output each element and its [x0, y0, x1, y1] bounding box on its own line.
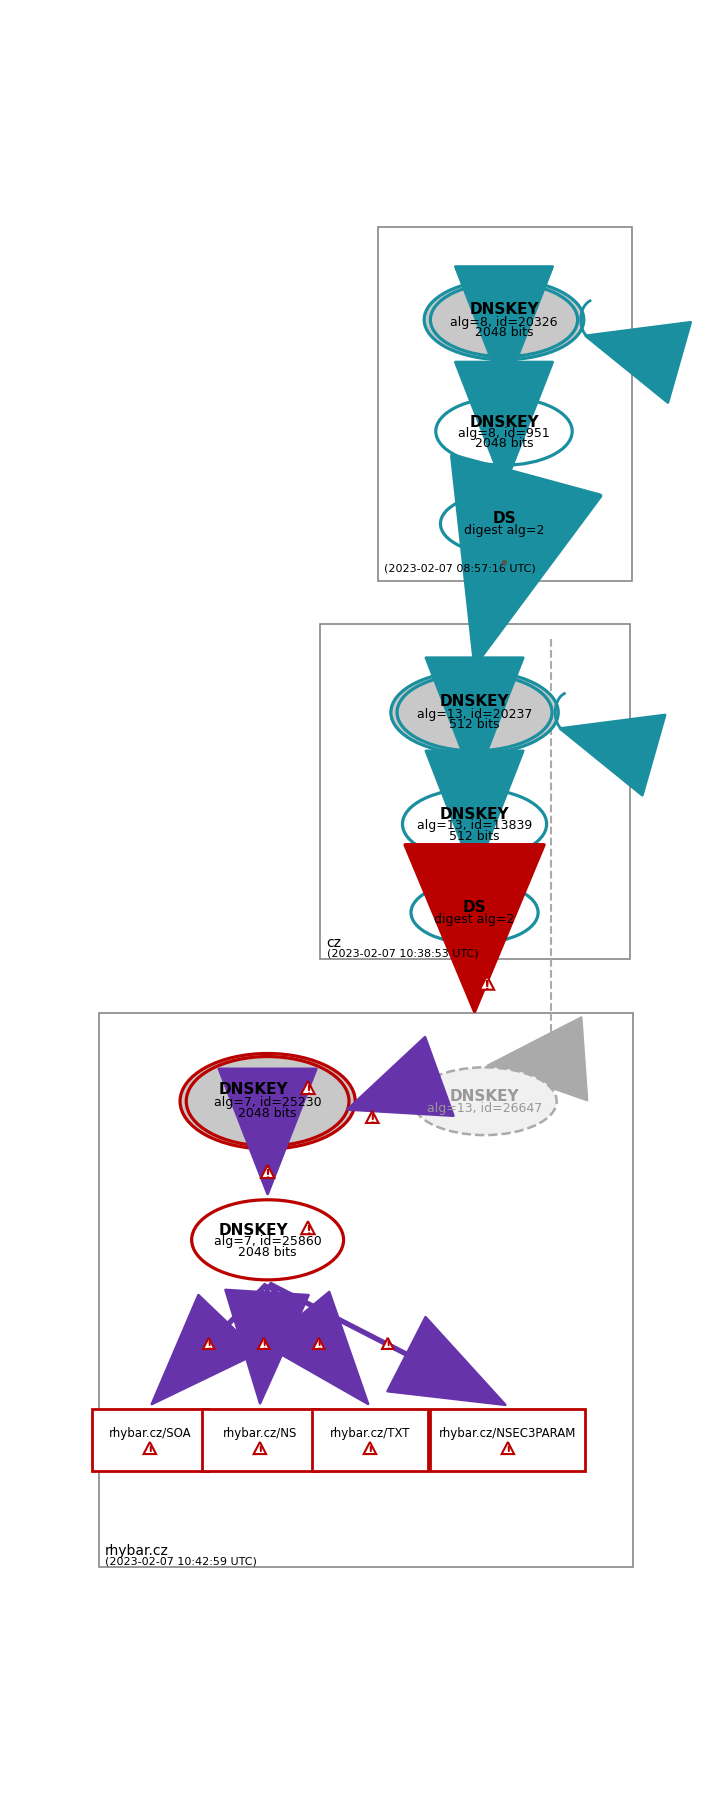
- Polygon shape: [254, 1442, 266, 1455]
- Text: DNSKEY: DNSKEY: [469, 415, 539, 430]
- Ellipse shape: [397, 675, 552, 751]
- Ellipse shape: [180, 1054, 355, 1150]
- Text: (2023-02-07 10:42:59 UTC): (2023-02-07 10:42:59 UTC): [105, 1556, 257, 1567]
- Ellipse shape: [403, 789, 547, 859]
- Text: cz: cz: [327, 935, 342, 949]
- Bar: [320, 625, 631, 958]
- Ellipse shape: [424, 280, 584, 361]
- Text: alg=8, id=20326: alg=8, id=20326: [450, 316, 558, 329]
- Text: 2048 bits: 2048 bits: [238, 1106, 297, 1119]
- Polygon shape: [261, 1166, 275, 1179]
- Text: !: !: [367, 1444, 373, 1457]
- Text: 2048 bits: 2048 bits: [475, 437, 533, 449]
- Polygon shape: [502, 1442, 514, 1455]
- Polygon shape: [203, 1338, 214, 1348]
- Polygon shape: [382, 1338, 393, 1348]
- Text: alg=8, id=951: alg=8, id=951: [458, 428, 550, 440]
- Ellipse shape: [391, 671, 558, 754]
- Text: !: !: [370, 1114, 375, 1126]
- Text: rhybar.cz/SOA: rhybar.cz/SOA: [109, 1426, 191, 1439]
- Text: alg=13, id=20237: alg=13, id=20237: [417, 708, 532, 720]
- Text: !: !: [484, 978, 490, 993]
- Ellipse shape: [186, 1058, 349, 1146]
- Text: DNSKEY: DNSKEY: [219, 1081, 288, 1097]
- Text: DNSKEY: DNSKEY: [440, 693, 509, 709]
- Text: rhybar.cz/TXT: rhybar.cz/TXT: [330, 1426, 410, 1439]
- Text: rhybar.cz/NSEC3PARAM: rhybar.cz/NSEC3PARAM: [439, 1426, 576, 1439]
- Polygon shape: [144, 1442, 156, 1455]
- Polygon shape: [301, 1222, 315, 1235]
- Text: DNSKEY: DNSKEY: [450, 1088, 519, 1103]
- Text: DNSKEY: DNSKEY: [469, 301, 539, 318]
- Text: DS: DS: [492, 511, 516, 525]
- Text: !: !: [257, 1444, 262, 1457]
- Text: 512 bits: 512 bits: [449, 830, 500, 843]
- Polygon shape: [366, 1112, 378, 1123]
- Text: 512 bits: 512 bits: [449, 718, 500, 731]
- Text: 2048 bits: 2048 bits: [238, 1245, 297, 1258]
- Text: DNSKEY: DNSKEY: [219, 1222, 288, 1236]
- Text: digest alg=2: digest alg=2: [464, 523, 544, 538]
- Bar: [312, 1410, 428, 1471]
- Text: (2023-02-07 08:57:16 UTC): (2023-02-07 08:57:16 UTC): [384, 563, 536, 574]
- Text: rhybar.cz/NS: rhybar.cz/NS: [222, 1426, 297, 1439]
- Text: alg=13, id=13839: alg=13, id=13839: [417, 819, 532, 832]
- Polygon shape: [480, 977, 494, 991]
- Text: !: !: [206, 1341, 212, 1350]
- Text: alg=7, id=25230: alg=7, id=25230: [214, 1096, 322, 1108]
- Ellipse shape: [436, 399, 572, 466]
- Polygon shape: [301, 1081, 315, 1094]
- Polygon shape: [258, 1338, 270, 1348]
- Text: !: !: [385, 1341, 390, 1350]
- Text: rhybar.cz: rhybar.cz: [105, 1543, 169, 1558]
- Text: DNSKEY: DNSKEY: [440, 807, 509, 821]
- Text: digest alg=2: digest alg=2: [435, 913, 515, 926]
- Text: 2048 bits: 2048 bits: [475, 327, 533, 339]
- Text: (2023-02-07 10:38:53 UTC): (2023-02-07 10:38:53 UTC): [327, 948, 478, 958]
- Bar: [430, 1410, 586, 1471]
- Text: alg=7, id=25860: alg=7, id=25860: [214, 1235, 322, 1247]
- Text: !: !: [505, 1444, 511, 1457]
- Polygon shape: [364, 1442, 376, 1455]
- Bar: [202, 1410, 318, 1471]
- Bar: [378, 227, 632, 583]
- Ellipse shape: [192, 1200, 344, 1280]
- Text: !: !: [305, 1224, 311, 1236]
- Bar: [99, 1013, 633, 1567]
- Ellipse shape: [440, 493, 568, 556]
- Text: !: !: [265, 1168, 271, 1180]
- Ellipse shape: [413, 1069, 557, 1135]
- Text: alg=13, id=26647: alg=13, id=26647: [427, 1101, 542, 1114]
- Text: !: !: [261, 1341, 267, 1350]
- Text: !: !: [305, 1083, 311, 1097]
- Text: !: !: [316, 1341, 322, 1350]
- Polygon shape: [313, 1338, 325, 1348]
- Text: !: !: [147, 1444, 152, 1457]
- Bar: [92, 1410, 208, 1471]
- Ellipse shape: [411, 883, 538, 944]
- Ellipse shape: [430, 283, 578, 357]
- Text: DS: DS: [463, 899, 486, 915]
